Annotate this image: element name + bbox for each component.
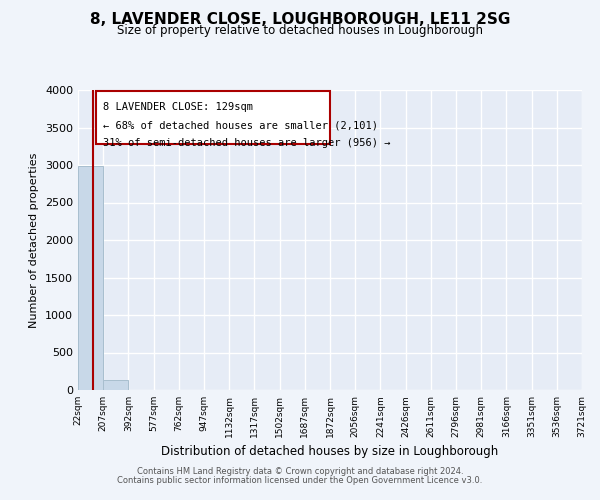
X-axis label: Distribution of detached houses by size in Loughborough: Distribution of detached houses by size … [161, 446, 499, 458]
Text: 8 LAVENDER CLOSE: 129sqm: 8 LAVENDER CLOSE: 129sqm [103, 102, 253, 112]
Text: Size of property relative to detached houses in Loughborough: Size of property relative to detached ho… [117, 24, 483, 37]
FancyBboxPatch shape [97, 91, 330, 144]
Text: Contains HM Land Registry data © Crown copyright and database right 2024.: Contains HM Land Registry data © Crown c… [137, 467, 463, 476]
Bar [78, 166, 103, 390]
Text: 31% of semi-detached houses are larger (956) →: 31% of semi-detached houses are larger (… [103, 138, 390, 148]
Text: Contains public sector information licensed under the Open Government Licence v3: Contains public sector information licen… [118, 476, 482, 485]
Bar [103, 380, 128, 390]
Text: ← 68% of detached houses are smaller (2,101): ← 68% of detached houses are smaller (2,… [103, 120, 377, 130]
Text: 8, LAVENDER CLOSE, LOUGHBOROUGH, LE11 2SG: 8, LAVENDER CLOSE, LOUGHBOROUGH, LE11 2S… [90, 12, 510, 28]
Y-axis label: Number of detached properties: Number of detached properties [29, 152, 40, 328]
